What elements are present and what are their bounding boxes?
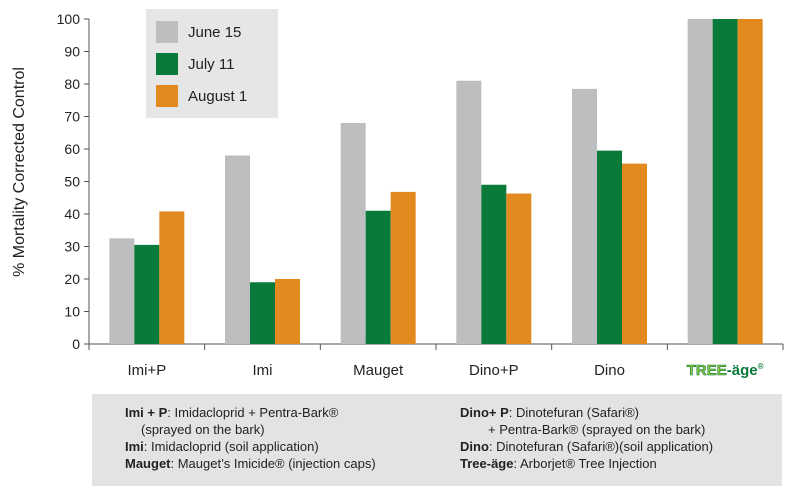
key-line: (sprayed on the bark) xyxy=(141,422,265,437)
abbreviation-key-right: Dino+ P: Dinotefuran (Safari®) + Pentra-… xyxy=(460,404,713,472)
legend-swatch-july-11 xyxy=(156,53,178,75)
legend-item-july-11: July 11 xyxy=(156,52,234,76)
key-line: Imi: Imidacloprid (soil application) xyxy=(125,439,319,454)
x-tick-label: Mauget xyxy=(353,362,404,379)
bar-july-11-tree-ge xyxy=(712,19,738,344)
bar-august-1-dino-p xyxy=(506,193,532,344)
chart-legend: June 15 July 11 August 1 xyxy=(146,9,278,118)
y-tick-label: 100 xyxy=(57,11,81,27)
bar-august-1-imi xyxy=(275,279,300,344)
bar-july-11-imi xyxy=(250,282,275,344)
y-axis-label-box: % Mortality Corrected Control xyxy=(11,67,28,277)
bar-august-1-tree-ge xyxy=(737,19,763,344)
bar-june-15-imi-p xyxy=(109,238,135,344)
legend-item-august-1: August 1 xyxy=(156,84,247,108)
y-tick-label: 70 xyxy=(64,109,80,125)
y-tick-label: 10 xyxy=(64,304,80,320)
chart-axes xyxy=(84,18,784,350)
key-line: Imi + P: Imidacloprid + Pentra-Bark® xyxy=(125,405,339,420)
bar-july-11-imi-p xyxy=(134,244,160,344)
legend-item-june-15: June 15 xyxy=(156,20,241,44)
legend-swatch-august-1 xyxy=(156,85,178,107)
y-tick-label: 80 xyxy=(64,76,80,92)
legend-label: June 15 xyxy=(188,23,242,41)
y-tick-label: 60 xyxy=(64,141,80,157)
x-tick-label: Dino+P xyxy=(469,362,519,379)
key-line: + Pentra-Bark® (sprayed on the bark) xyxy=(488,422,706,437)
x-tick-label-tree-age-logo: TREE-äge® xyxy=(687,362,764,379)
chart-tick-labels: 0 10 20 30 40 50 60 70 80 90 100 Imi+P Imi Mauget Dino… xyxy=(57,11,764,379)
legend-label: August 1 xyxy=(188,87,248,105)
abbreviation-key: Imi + P: Imidacloprid + Pentra-Bark® (sp… xyxy=(92,394,782,486)
bar-june-15-tree-ge xyxy=(687,19,713,344)
legend-label: July 11 xyxy=(188,55,235,73)
key-line: Dino+ P: Dinotefuran (Safari®) xyxy=(460,405,640,420)
key-line: Tree-äge: Arborjet® Tree Injection xyxy=(460,456,657,471)
y-tick-label: 30 xyxy=(64,239,80,255)
bar-june-15-dino-p xyxy=(456,80,482,344)
key-line: Dino: Dinotefuran (Safari®)(soil applica… xyxy=(460,439,714,454)
bar-august-1-dino xyxy=(622,163,647,344)
y-tick-label: 0 xyxy=(72,336,80,352)
y-tick-label: 90 xyxy=(64,44,80,60)
key-line: Mauget: Mauget’s Imicide® (injection cap… xyxy=(125,456,376,471)
bar-june-15-dino xyxy=(572,88,597,344)
legend-swatch-june-15 xyxy=(156,21,178,43)
abbreviation-key-left: Imi + P: Imidacloprid + Pentra-Bark® (sp… xyxy=(125,404,376,472)
bar-august-1-mauget xyxy=(390,191,416,344)
bar-july-11-dino-p xyxy=(481,184,507,344)
x-tick-label: Dino xyxy=(594,362,625,379)
bar-june-15-imi xyxy=(225,155,250,344)
bar-chart: 0 10 20 30 40 50 60 70 80 90 100 Imi+P Imi Mauget Dino… xyxy=(57,11,784,379)
bar-june-15-mauget xyxy=(340,123,366,344)
y-tick-label: 50 xyxy=(64,174,80,190)
x-tick-label: Imi xyxy=(253,362,273,379)
bar-august-1-imi-p xyxy=(159,211,185,344)
bar-july-11-mauget xyxy=(365,210,391,344)
bar-july-11-dino xyxy=(597,150,622,344)
y-axis-label: % Mortality Corrected Control xyxy=(11,67,28,277)
y-tick-label: 40 xyxy=(64,206,80,222)
x-tick-label: Imi+P xyxy=(127,362,166,379)
y-tick-label: 20 xyxy=(64,271,80,287)
chart-bars xyxy=(109,19,763,344)
